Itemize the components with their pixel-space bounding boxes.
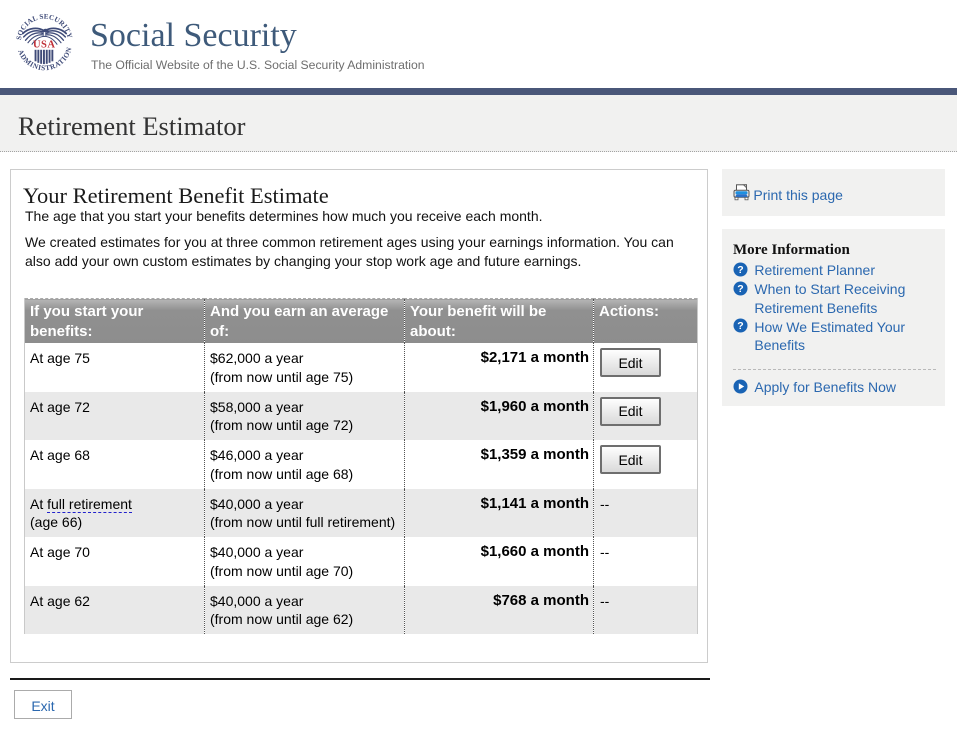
svg-text:?: ? — [737, 283, 743, 295]
svg-text:?: ? — [737, 264, 743, 276]
svg-text:USA: USA — [33, 39, 56, 50]
svg-text:?: ? — [737, 320, 743, 332]
